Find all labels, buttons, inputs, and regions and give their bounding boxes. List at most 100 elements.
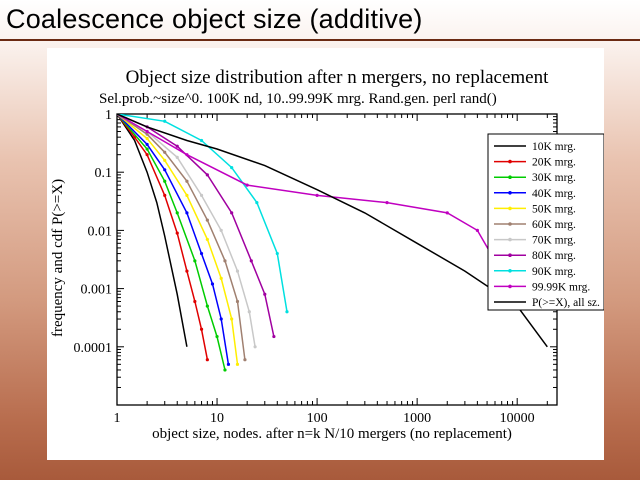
series-line-7 (117, 114, 275, 337)
series-point (193, 299, 197, 304)
title-divider (0, 39, 640, 41)
series-point (185, 153, 189, 157)
chart-subtitle: Sel.prob.~size^0. 100K nd, 10..99.99K mr… (99, 91, 497, 107)
series-point (175, 231, 179, 235)
legend: 10K mrg. 20K mrg. 30K mrg. 40K mrg. 50K mrg.… (487, 133, 604, 311)
series-point (199, 193, 204, 197)
legend-marker (508, 237, 512, 242)
series-point (385, 201, 389, 205)
series-point (243, 358, 247, 362)
series-point (253, 345, 257, 349)
series-point (215, 334, 219, 339)
series-point (145, 142, 149, 147)
legend-marker (508, 159, 512, 164)
legend-box (487, 133, 604, 311)
series-line-3 (117, 114, 230, 365)
series-point (475, 228, 479, 232)
x-axis-label: object size, nodes. after n=k N/10 merge… (152, 426, 512, 442)
series-line-1 (117, 114, 209, 360)
legend-label: 80K mrg. (532, 250, 576, 262)
series-point (145, 129, 149, 134)
series-point (199, 327, 204, 331)
series-point (175, 211, 179, 215)
x-tick-label: 100 (307, 411, 328, 426)
series-point (163, 193, 167, 197)
series-line-2 (117, 114, 226, 371)
series-point (205, 218, 209, 222)
y-tick-label: 0.0001 (74, 341, 113, 356)
series-point (247, 310, 251, 314)
slide-title: Coalescence object size (additive) (6, 4, 423, 34)
series-point (226, 362, 231, 366)
series-point (245, 183, 249, 187)
series-line-6 (117, 114, 256, 347)
chart-panel: Object size distribution after n mergers… (47, 48, 604, 460)
series-point (205, 304, 209, 308)
series-line-5 (117, 114, 246, 360)
series-point (223, 259, 227, 263)
series-point (219, 317, 223, 321)
legend-marker (508, 222, 512, 226)
series-line-10 (117, 114, 548, 348)
series-point (235, 362, 240, 366)
series-point (249, 259, 253, 263)
series-lines (117, 114, 548, 372)
series-point (272, 334, 276, 339)
series-point (145, 136, 149, 141)
legend-label: 10K mrg. (532, 141, 576, 153)
series-point (230, 165, 234, 170)
legend-label: 60K mrg. (532, 219, 576, 231)
series-point (205, 173, 209, 177)
series-line-0 (117, 114, 188, 347)
legend-marker (508, 191, 512, 195)
x-tick-label: 10000 (500, 411, 535, 426)
legend-label: 70K mrg. (532, 235, 576, 247)
series-point (185, 211, 189, 215)
series-point (163, 179, 167, 183)
series-point (163, 119, 167, 123)
series-point (175, 144, 179, 148)
legend-label: P(>=X), all sz. (532, 297, 600, 309)
series-point (219, 228, 223, 232)
series-point (235, 269, 240, 273)
series-point (230, 211, 234, 215)
legend-marker (508, 175, 512, 179)
series-point (163, 150, 167, 154)
series-point (185, 179, 189, 183)
series-point (205, 237, 209, 242)
chart-title: Object size distribution after n mergers… (126, 67, 549, 88)
series-point (275, 251, 279, 256)
series-point (205, 358, 209, 362)
series-point (145, 147, 149, 151)
legend-marker (508, 253, 512, 257)
series-point (175, 155, 179, 159)
legend-label: 30K mrg. (532, 172, 576, 184)
y-axis-label: frequency and cdf P(>=X) (50, 179, 66, 337)
legend-marker (508, 206, 512, 211)
series-point (285, 310, 289, 314)
legend-marker (508, 284, 512, 289)
series-line-4 (117, 114, 239, 365)
y-tick-label: 0.01 (88, 224, 113, 239)
chart-svg: Object size distribution after n mergers… (50, 67, 604, 442)
legend-label: 20K mrg. (532, 157, 576, 169)
series-point (199, 138, 204, 143)
series-point (163, 168, 167, 172)
series-point (185, 193, 189, 197)
series-point (445, 211, 449, 215)
legend-label: 40K mrg. (532, 188, 576, 200)
y-tick-label: 0.1 (95, 166, 113, 181)
legend-label: 90K mrg. (532, 266, 576, 278)
series-point (193, 259, 197, 263)
series-point (235, 299, 240, 304)
series-point (163, 158, 167, 162)
y-tick-label: 0.001 (81, 283, 113, 298)
series-point (219, 276, 223, 280)
series-point (263, 292, 267, 296)
legend-marker (508, 269, 512, 273)
series-point (145, 132, 149, 136)
series-point (223, 368, 227, 372)
x-tick-label: 1000 (403, 411, 431, 426)
y-tick-label: 1 (105, 108, 112, 123)
series-line-9 (117, 114, 509, 302)
